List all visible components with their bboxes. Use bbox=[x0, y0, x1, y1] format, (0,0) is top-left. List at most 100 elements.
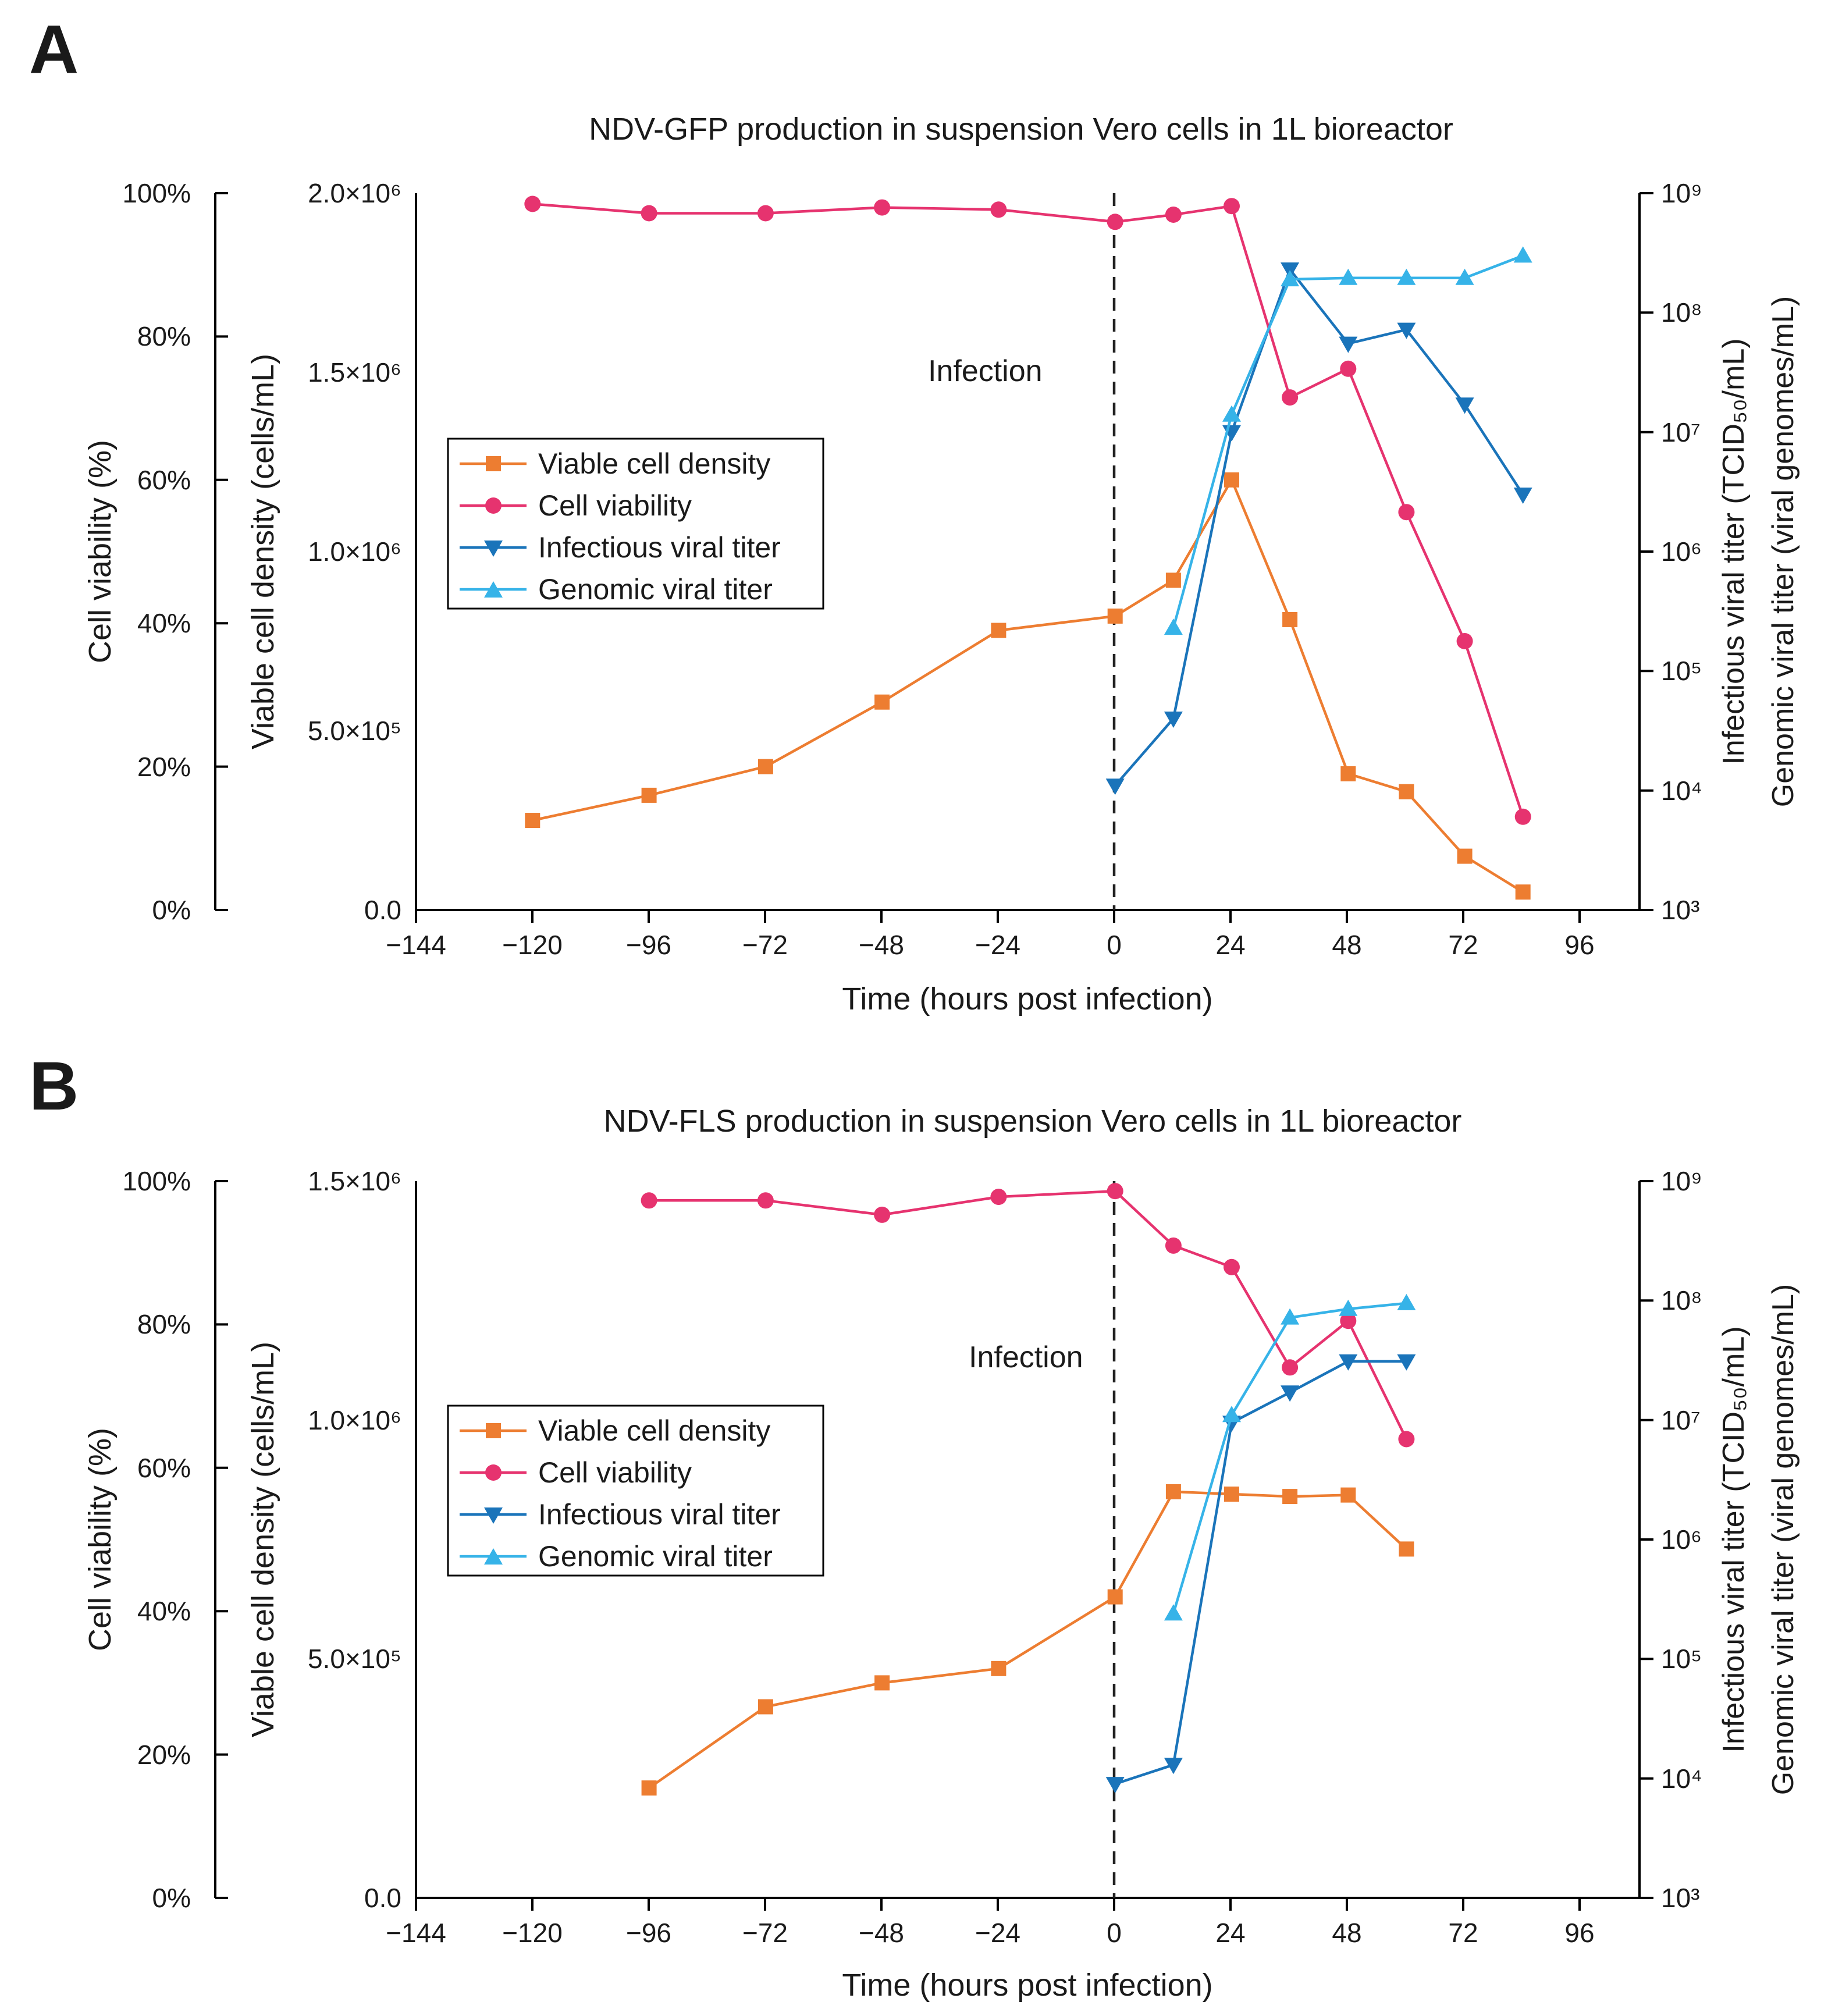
titer-tick-label: 10⁶ bbox=[1661, 536, 1702, 567]
legend: Viable cell density Cell viability Infec… bbox=[447, 438, 824, 610]
legend-label: Infectious viral titer bbox=[538, 531, 781, 564]
titer-tick-labels: 10³ 10⁴ 10⁵ 10⁶ 10⁷ 10⁸ 10⁹ bbox=[1661, 1166, 1702, 1913]
legend-item-cell-viability: Cell viability bbox=[460, 489, 692, 522]
series-cell-viability bbox=[524, 195, 1531, 825]
titer-axis-label-infectious: Infectious viral titer (TCID₅₀/mL) bbox=[1717, 1326, 1751, 1752]
viability-axis-label: Cell viability (%) bbox=[83, 440, 118, 663]
data-point-infectious-viral-titer bbox=[1164, 712, 1183, 728]
legend-item-genomic-viral-titer: Genomic viral titer bbox=[460, 573, 773, 606]
panel-letter: A bbox=[29, 11, 79, 88]
data-point-cell-viability bbox=[757, 205, 774, 222]
titer-axis-label-genomic: Genomic viral titer (viral genomes/mL) bbox=[1766, 1284, 1800, 1795]
viability-axis-label: Cell viability (%) bbox=[83, 1428, 118, 1651]
legend-triangle-down-marker bbox=[484, 1507, 503, 1524]
viability-tick-label: 40% bbox=[137, 1596, 191, 1626]
data-point-infectious-viral-titer bbox=[1513, 488, 1532, 504]
viability-tick-label: 60% bbox=[137, 465, 191, 495]
data-point-cell-viability bbox=[1165, 1237, 1182, 1254]
data-point-viable-cell-density bbox=[874, 1675, 890, 1691]
data-point-viable-cell-density bbox=[1340, 1487, 1356, 1503]
legend-label: Viable cell density bbox=[538, 447, 770, 480]
legend-item-viable-cell-density: Viable cell density bbox=[460, 1414, 770, 1447]
titer-tick-label: 10⁵ bbox=[1661, 656, 1702, 686]
data-point-genomic-viral-titer bbox=[1339, 1299, 1358, 1316]
density-tick-label: 0.0 bbox=[364, 1883, 401, 1913]
density-tick-labels: 0.0 5.0×10⁵ 1.0×10⁶ 1.5×10⁶ bbox=[308, 1166, 401, 1913]
density-tick-label: 0.0 bbox=[364, 895, 401, 925]
titer-tick-label: 10³ bbox=[1661, 895, 1699, 925]
data-point-genomic-viral-titer bbox=[1455, 268, 1474, 285]
data-point-viable-cell-density bbox=[757, 1699, 773, 1715]
series-infectious-viral-titer bbox=[1105, 1354, 1416, 1794]
titer-tick-label: 10⁸ bbox=[1661, 1285, 1702, 1315]
data-point-viable-cell-density bbox=[1165, 573, 1181, 588]
x-tick-label: −48 bbox=[859, 930, 904, 960]
x-axis-label: Time (hours post infection) bbox=[842, 1968, 1212, 2003]
data-point-viable-cell-density bbox=[641, 787, 657, 803]
data-point-cell-viability bbox=[757, 1192, 774, 1209]
x-tick-label: 72 bbox=[1448, 1918, 1478, 1948]
viability-axis: 0% 20% 40% 60% 80% 100% Cell viability (… bbox=[83, 1166, 228, 1913]
legend-box bbox=[447, 1405, 824, 1577]
data-point-cell-viability bbox=[524, 195, 541, 212]
x-tick-label: 48 bbox=[1332, 930, 1361, 960]
viability-ticks bbox=[215, 192, 228, 911]
data-point-viable-cell-density bbox=[757, 759, 773, 774]
series-line-genomic-viral-titer bbox=[1172, 254, 1524, 628]
viability-tick-label: 100% bbox=[122, 178, 191, 208]
series-layer bbox=[641, 1183, 1416, 1796]
legend-item-genomic-viral-titer: Genomic viral titer bbox=[460, 1540, 773, 1573]
legend-triangle-up-marker bbox=[484, 1548, 503, 1565]
x-tick-label: −120 bbox=[502, 1918, 563, 1948]
data-point-cell-viability bbox=[1340, 360, 1357, 377]
density-tick-label: 1.0×10⁶ bbox=[308, 1405, 401, 1435]
data-point-infectious-viral-titer bbox=[1339, 1354, 1358, 1371]
data-point-viable-cell-density bbox=[1165, 1484, 1181, 1499]
series-viable-cell-density bbox=[641, 1484, 1414, 1796]
density-tick-label: 1.5×10⁶ bbox=[308, 1166, 401, 1196]
data-point-viable-cell-density bbox=[1399, 1541, 1414, 1557]
data-point-cell-viability bbox=[1107, 1183, 1123, 1200]
titer-ticks bbox=[1639, 1180, 1653, 1899]
x-axis: −144 −120 −96 −72 −48 −24 0 24 48 72 96 … bbox=[386, 1898, 1595, 2003]
legend-item-cell-viability: Cell viability bbox=[460, 1456, 692, 1489]
titer-tick-label: 10⁷ bbox=[1661, 417, 1701, 447]
data-point-viable-cell-density bbox=[991, 1661, 1007, 1676]
data-point-cell-viability bbox=[990, 1189, 1007, 1206]
x-tick-label: 24 bbox=[1215, 930, 1245, 960]
data-point-viable-cell-density bbox=[1399, 784, 1414, 799]
legend-triangle-up-marker bbox=[484, 581, 503, 598]
data-point-viable-cell-density bbox=[641, 1780, 657, 1796]
data-point-cell-viability bbox=[1456, 633, 1473, 649]
x-axis-label: Time (hours post infection) bbox=[842, 982, 1212, 1016]
legend-label: Cell viability bbox=[538, 1456, 692, 1489]
data-point-viable-cell-density bbox=[1282, 1489, 1298, 1505]
data-point-genomic-viral-titer bbox=[1339, 268, 1358, 285]
x-tick-label: −144 bbox=[386, 930, 446, 960]
data-point-viable-cell-density bbox=[991, 623, 1007, 638]
legend-item-infectious-viral-titer: Infectious viral titer bbox=[460, 1498, 781, 1531]
titer-axis: 10³ 10⁴ 10⁵ 10⁶ 10⁷ 10⁸ 10⁹ Infectious v… bbox=[1639, 178, 1800, 925]
legend-item-viable-cell-density: Viable cell density bbox=[460, 447, 770, 480]
viability-ticks bbox=[215, 1180, 228, 1899]
density-tick-label: 1.0×10⁶ bbox=[308, 536, 401, 567]
x-tick-labels: −144 −120 −96 −72 −48 −24 0 24 48 72 96 bbox=[386, 1918, 1594, 1948]
titer-tick-label: 10⁵ bbox=[1661, 1644, 1702, 1674]
data-point-infectious-viral-titer bbox=[1281, 1385, 1300, 1402]
legend-label: Genomic viral titer bbox=[538, 1540, 773, 1573]
panel-letter: B bbox=[29, 1048, 79, 1125]
series-viable-cell-density bbox=[525, 472, 1531, 900]
viability-axis: 0% 20% 40% 60% 80% 100% Cell viability (… bbox=[83, 178, 228, 925]
legend-label: Genomic viral titer bbox=[538, 573, 773, 606]
data-point-infectious-viral-titer bbox=[1105, 778, 1125, 795]
density-tick-label: 2.0×10⁶ bbox=[308, 178, 401, 208]
series-layer bbox=[524, 195, 1532, 900]
series-infectious-viral-titer bbox=[1105, 262, 1532, 795]
data-point-viable-cell-density bbox=[1107, 1589, 1123, 1605]
legend-item-infectious-viral-titer: Infectious viral titer bbox=[460, 531, 781, 564]
series-line-viable-cell-density bbox=[648, 1490, 1407, 1789]
x-axis: −144 −120 −96 −72 −48 −24 0 24 48 72 96 … bbox=[386, 910, 1595, 1016]
x-tick-label: −72 bbox=[742, 1918, 788, 1948]
viability-tick-label: 100% bbox=[122, 1166, 191, 1196]
